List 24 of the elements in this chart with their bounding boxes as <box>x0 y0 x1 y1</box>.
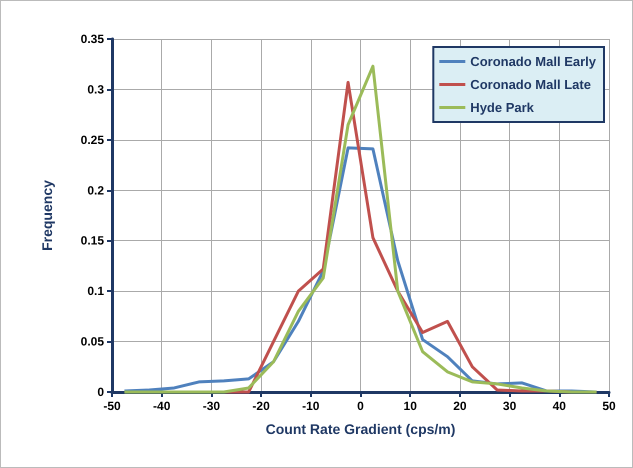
x-tick-label: 50 <box>602 399 616 413</box>
x-tick-label: -40 <box>153 399 171 413</box>
y-tick-label: 0 <box>97 385 104 399</box>
legend-label: Hyde Park <box>470 100 535 115</box>
y-tick-label: 0.35 <box>80 32 104 46</box>
y-tick-label: 0.15 <box>80 234 104 248</box>
x-axis-title: Count Rate Gradient (cps/m) <box>266 421 456 437</box>
y-tick-label: 0.3 <box>87 82 104 96</box>
y-tick-label: 0.1 <box>87 284 104 298</box>
x-tick-label: -20 <box>252 399 270 413</box>
x-tick-label: 10 <box>404 399 418 413</box>
x-tick-label: -50 <box>103 399 121 413</box>
y-axis-title: Frequency <box>39 180 55 251</box>
x-tick-label: -30 <box>202 399 220 413</box>
legend-label: Coronado Mall Late <box>470 77 591 92</box>
legend-label: Coronado Mall Early <box>470 54 597 69</box>
x-tick-label: 0 <box>357 399 364 413</box>
y-tick-label: 0.25 <box>80 132 104 147</box>
y-tick-label: 0.05 <box>80 334 104 349</box>
x-tick-label: 40 <box>552 399 566 413</box>
x-tick-label: -10 <box>302 399 320 413</box>
x-tick-label: 20 <box>453 399 467 413</box>
y-tick-label: 0.2 <box>87 183 104 198</box>
x-tick-label: 30 <box>502 399 517 413</box>
